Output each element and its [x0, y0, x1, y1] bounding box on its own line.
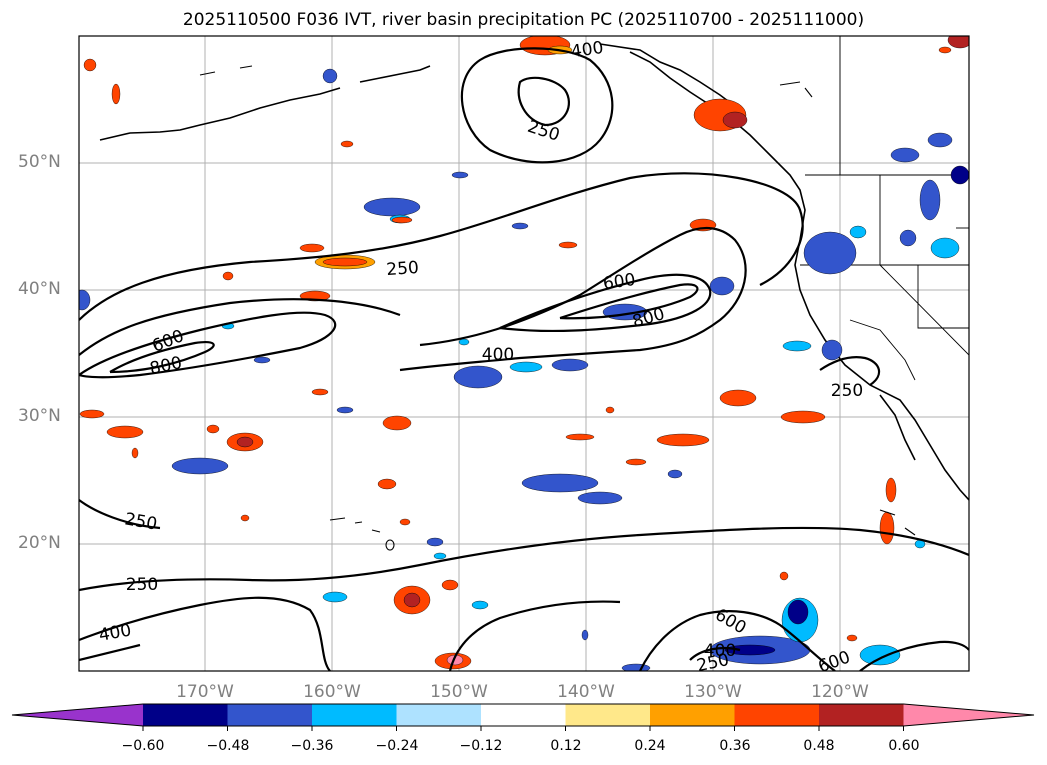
lon-label: 130°W: [684, 682, 742, 702]
ivt-contour-250-north: [79, 172, 804, 321]
lat-label: 20°N: [18, 533, 61, 553]
colorbar-segment: [481, 704, 566, 726]
colorbar-tick-label: 0.48: [803, 738, 835, 754]
lon-label: 170°W: [176, 682, 234, 702]
ivt-contour-250-se: [819, 356, 881, 386]
ivt-contours: [79, 47, 969, 671]
colorbar-tick-label: −0.60: [121, 738, 165, 754]
colorbar-tick-label: −0.48: [206, 738, 250, 754]
lat-label: 40°N: [18, 279, 61, 299]
lon-label: 160°W: [303, 682, 361, 702]
ivt-contour-250-ne: [689, 646, 741, 661]
ivt-contour-800-a: [109, 341, 215, 374]
lon-label: 120°W: [811, 682, 869, 702]
colorbar-segment: [396, 704, 482, 726]
precip-positive-anomalies: [79, 36, 969, 670]
colorbar-segments: [11, 703, 1035, 727]
colorbar-segment: [819, 704, 904, 726]
contour-label: 250: [831, 381, 863, 401]
colorbar-tick-marks: [142, 726, 904, 731]
colorbar-tick-label: 0.60: [888, 738, 920, 754]
colorbar-segment: [734, 704, 820, 726]
colorbar-tick-label: 0.24: [634, 738, 666, 754]
lat-label: 30°N: [18, 406, 61, 426]
contour-label: 400: [570, 38, 605, 62]
ivt-contour-600-b: [499, 273, 712, 333]
colorbar-segment: [650, 704, 735, 726]
islands: [199, 65, 916, 551]
ivt-contour-600-a: [79, 311, 337, 379]
lon-label: 150°W: [430, 682, 488, 702]
colorbar-segment: [227, 704, 313, 726]
map-panel: 400 250 250 600 800 400 600 800 250 250 …: [78, 35, 970, 676]
colorbar-segment: [565, 704, 651, 726]
contour-label: 400: [482, 345, 514, 365]
colorbar-tick-label: 0.36: [719, 738, 751, 754]
ivt-contour-800-b: [559, 283, 699, 320]
colorbar-tick-label: −0.24: [375, 738, 419, 754]
contour-label: 250: [126, 575, 158, 595]
contour-label: 600: [602, 270, 637, 294]
contour-label: 250: [386, 258, 420, 280]
ivt-contour-400-south: [79, 596, 621, 671]
lon-label: 140°W: [557, 682, 615, 702]
colorbar-tick-label: −0.36: [290, 738, 334, 754]
colorbar-extend-high: [903, 704, 1034, 726]
contour-label: 400: [704, 641, 736, 661]
ivt-contour-250-loop-north: [460, 47, 614, 164]
ivt-contour-400-main: [79, 227, 747, 372]
colorbar-segment: [143, 704, 228, 726]
colorbar-tick-label: −0.12: [459, 738, 503, 754]
ivt-contour-400-sw: [79, 643, 141, 662]
ivt-contour-250-inner: [517, 76, 571, 127]
map-frame: [78, 35, 970, 672]
map-title: 2025110500 F036 IVT, river basin precipi…: [182, 10, 865, 30]
lat-label: 50°N: [18, 152, 61, 172]
colorbar-tick-label: 0.12: [550, 738, 582, 754]
colorbar-segment: [312, 704, 397, 726]
colorbar-extend-low: [12, 704, 143, 726]
ivt-contour-250-south: [79, 499, 969, 592]
ivt-contour-600-south: [639, 610, 969, 671]
contour-label: 250: [695, 650, 731, 676]
